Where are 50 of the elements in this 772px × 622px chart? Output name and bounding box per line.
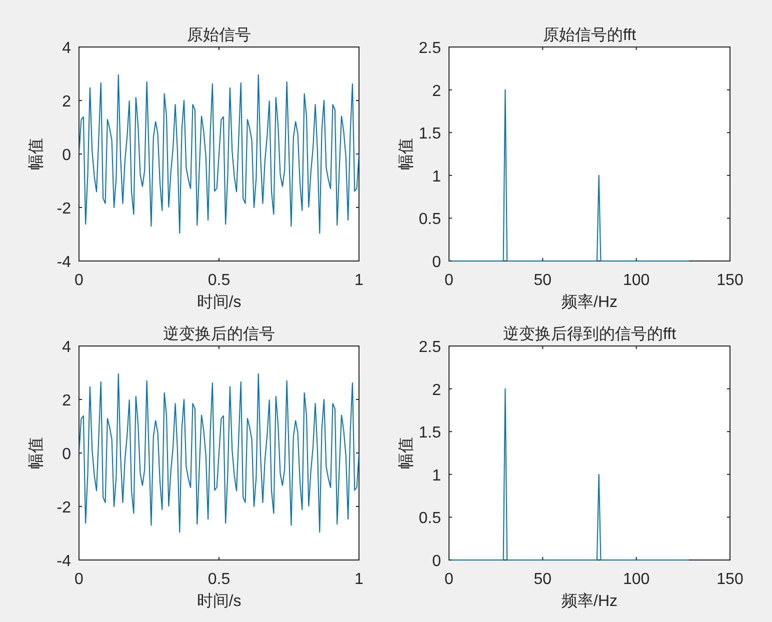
chart-title: 原始信号的fft <box>542 27 637 44</box>
y-tick-label: -4 <box>56 254 72 271</box>
x-tick-label: 1 <box>354 571 364 588</box>
y-axis-title: 幅值 <box>28 437 45 469</box>
y-tick-label: 2.5 <box>418 339 442 356</box>
y-tick-label: 1 <box>432 168 442 186</box>
x-axis-title: 时间/s <box>196 592 242 610</box>
chart-title: 原始信号 <box>187 27 251 44</box>
y-tick-label: 0 <box>62 446 72 463</box>
y-tick-label: 4 <box>62 40 72 57</box>
y-tick-label: 2 <box>432 82 442 100</box>
y-tick-label: -2 <box>56 500 72 516</box>
x-tick-label: 0 <box>444 571 454 588</box>
line-series <box>79 373 359 533</box>
y-tick-label: 2 <box>62 94 72 110</box>
y-tick-label: -2 <box>56 200 72 218</box>
chart-title: 逆变换后的信号 <box>163 325 275 343</box>
y-tick-label: 2 <box>432 382 442 399</box>
x-tick-label: 100 <box>622 571 650 588</box>
x-tick-label: 0.5 <box>208 272 230 289</box>
x-tick-label: 50 <box>534 272 552 289</box>
x-tick-label: 0 <box>74 571 84 588</box>
x-axis-title: 时间/s <box>196 293 242 311</box>
x-tick-label: 0 <box>74 272 84 289</box>
y-tick-label: 1.5 <box>418 424 442 442</box>
y-axis-title: 幅值 <box>398 138 415 170</box>
y-tick-label: -4 <box>56 553 72 570</box>
x-tick-label: 0.5 <box>208 571 230 588</box>
x-tick-label: 1 <box>354 272 364 289</box>
y-tick-label: 1.5 <box>418 126 442 143</box>
y-tick-label: 2 <box>62 392 72 410</box>
y-tick-label: 0 <box>432 553 442 570</box>
x-tick-label: 0 <box>444 272 454 289</box>
y-axis-title: 幅值 <box>398 437 415 469</box>
y-axis-title: 幅值 <box>28 138 45 170</box>
y-tick-label: 0.5 <box>418 211 442 228</box>
y-tick-label: 4 <box>62 339 72 356</box>
x-axis-title: 频率/Hz <box>562 592 618 610</box>
x-tick-label: 150 <box>716 272 744 289</box>
y-tick-label: 0 <box>62 147 72 164</box>
y-tick-label: 2.5 <box>418 40 442 57</box>
x-tick-label: 50 <box>534 571 552 588</box>
y-tick-label: 0 <box>432 254 442 271</box>
x-tick-label: 100 <box>622 272 650 289</box>
x-tick-label: 150 <box>716 571 744 588</box>
line-series <box>79 74 359 234</box>
y-tick-label: 0.5 <box>418 510 442 528</box>
y-tick-label: 1 <box>432 467 442 484</box>
x-axis-title: 频率/Hz <box>562 293 618 311</box>
chart-title: 逆变换后得到的信号的fft <box>502 325 677 343</box>
